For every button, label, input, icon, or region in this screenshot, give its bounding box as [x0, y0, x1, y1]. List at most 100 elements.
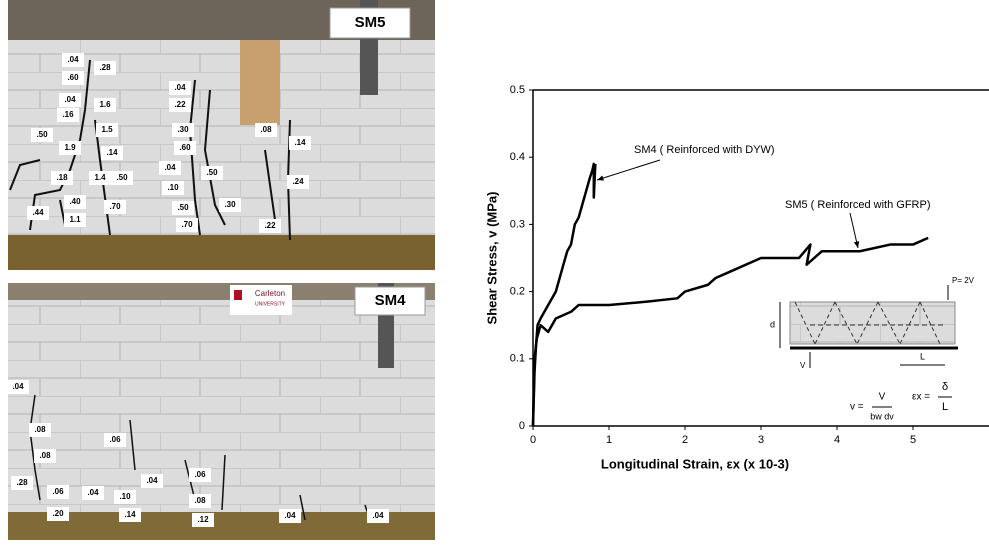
crack-label-box [201, 166, 223, 180]
crack-label: .14 [106, 148, 118, 157]
crack-label: .60 [179, 143, 191, 152]
crack-label: .04 [174, 83, 186, 92]
crack-label: 1.1 [69, 215, 81, 224]
crack-label-box [47, 507, 69, 521]
crack-label: .44 [32, 208, 44, 217]
crack-label: .06 [52, 487, 64, 496]
inset-text: bw dv [870, 411, 894, 421]
crack-label: .16 [62, 110, 74, 119]
annotation: SM4 ( Reinforced with DYW) [634, 144, 775, 156]
crack-label: 1.6 [99, 100, 111, 109]
crack-label-box [11, 476, 33, 490]
crack-label-box [114, 490, 136, 504]
photo-sm4: Carleton UNIVERSITY SM4 .04 .08 .06 .08 .04.… [7, 283, 435, 540]
crack-label: .14 [294, 138, 306, 147]
crack-label-box [59, 93, 81, 107]
inset-text: L [920, 351, 925, 361]
crack-label: .60 [67, 73, 79, 82]
crack-label: .04 [64, 95, 76, 104]
y-tick-label: 0.3 [510, 218, 525, 230]
crack-label-box [62, 71, 84, 85]
crack-label: .70 [109, 202, 121, 211]
crack-label-box [31, 128, 53, 142]
arrow-head [597, 175, 604, 181]
crack-label-box [96, 123, 118, 137]
crack-label-box [259, 219, 281, 233]
crack-label: .70 [181, 220, 193, 229]
x-tick-label: 5 [910, 434, 916, 446]
crack-label: 1.9 [64, 143, 76, 152]
inset-text: L [942, 401, 948, 413]
y-tick-label: 0.5 [510, 84, 525, 96]
crack-label-box [57, 108, 79, 122]
crack-label-box [169, 98, 191, 112]
crack-label-box [59, 141, 81, 155]
x-tick-label: 0 [530, 434, 536, 446]
photo-sm5: SM5 .04 .60 .28 .04 .16 1.6 .50 1.9 1.5 .14 .18 1.4… [8, 0, 435, 270]
crack-label-box [34, 449, 56, 463]
crack-label-box [64, 213, 86, 227]
inset-text: δ [942, 381, 948, 393]
crack-label: .20 [52, 509, 64, 518]
crack-label-box [104, 433, 126, 447]
crack-label: .24 [292, 177, 304, 186]
crack-label: .18 [56, 173, 68, 182]
x-tick-label: 3 [758, 434, 764, 446]
crack-label: 1.4 [94, 173, 106, 182]
crack-label-box [89, 171, 111, 185]
arrow-head [853, 241, 860, 248]
crack-label-box [189, 494, 211, 508]
crack-label: .30 [224, 200, 236, 209]
crack-label: .08 [194, 496, 206, 505]
crack-label-box [101, 146, 123, 160]
crack-label-box [47, 485, 69, 499]
inset-text: P= 2V [952, 276, 975, 285]
crack-label: .04 [87, 488, 99, 497]
x-tick-label: 4 [834, 434, 840, 446]
crack-label-box [189, 468, 211, 482]
crack-label-box [82, 486, 104, 500]
y-tick-label: 0.4 [510, 151, 525, 163]
logo-text: UNIVERSITY [255, 301, 286, 307]
crack-label-box [192, 513, 214, 527]
crack-label: .30 [177, 125, 189, 134]
specimen-label: SM5 [355, 14, 386, 31]
series-line [531, 236, 929, 427]
series-line [531, 162, 597, 427]
y-tick-label: 0.1 [510, 353, 525, 365]
crack-label: .40 [69, 197, 81, 206]
crack-label-box [94, 98, 116, 112]
crack-label-box [7, 380, 29, 394]
crack-label: .10 [167, 183, 179, 192]
crack-label: .04 [164, 163, 176, 172]
crack-label: .28 [16, 478, 28, 487]
x-axis-label: Longitudinal Strain, εx (x 10-3) [601, 456, 789, 471]
crack-label-box [174, 141, 196, 155]
crack-label: .06 [194, 470, 206, 479]
inset-text: V [800, 361, 806, 370]
crack-label-box [51, 171, 73, 185]
crack-label: .04 [146, 476, 158, 485]
crack-label: .04 [12, 382, 24, 391]
crack-label: .06 [109, 435, 121, 444]
crack-label-box [162, 181, 184, 195]
y-tick-label: 0.2 [510, 286, 525, 298]
crack-label-box [289, 136, 311, 150]
crack-label: .08 [260, 125, 272, 134]
crack-label-box [367, 509, 389, 523]
crack-label-box [172, 123, 194, 137]
inset-text: V [879, 392, 886, 403]
x-tick-label: 1 [606, 434, 612, 446]
crack-label-box [169, 81, 191, 95]
crack-label: .50 [36, 130, 48, 139]
crack-label-box [287, 175, 309, 189]
crack-label-box [62, 53, 84, 67]
crack-label: .50 [116, 173, 128, 182]
crack-label: .04 [372, 511, 384, 520]
crack-label-box [255, 123, 277, 137]
crack-label: .50 [206, 168, 218, 177]
crack-label-box [29, 423, 51, 437]
crack-label-box [111, 171, 133, 185]
crack-label-box [64, 195, 86, 209]
